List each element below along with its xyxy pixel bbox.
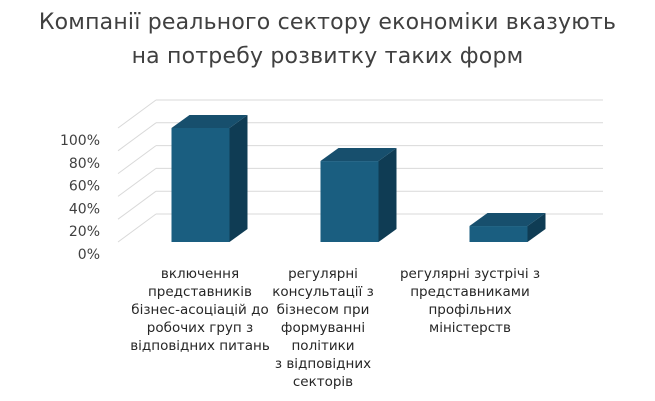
chart-title-line-1: Компанії реального сектору економіки вка… bbox=[38, 10, 617, 35]
x-tick-label-line: профільних bbox=[428, 302, 512, 318]
gridline-side bbox=[117, 145, 157, 175]
x-tick-label: регулярні зустрічі з представниками профіл… bbox=[395, 265, 545, 337]
x-tick-label-line: секторів bbox=[292, 374, 354, 390]
y-tick-label: 100% bbox=[60, 133, 100, 149]
x-tick-label: регулярні консультації з бізнесом при форму… bbox=[248, 265, 398, 391]
bar bbox=[171, 128, 230, 242]
x-tick-label-line: міністерств bbox=[429, 320, 511, 336]
x-tick-label-line: бізнес-асоціацій до bbox=[131, 302, 269, 318]
gridline-side bbox=[117, 190, 157, 220]
y-tick-label: 0% bbox=[78, 247, 100, 263]
bar-top bbox=[171, 115, 248, 128]
x-tick-label-line: представниками bbox=[410, 284, 530, 300]
gridline-side bbox=[117, 122, 157, 152]
bar bbox=[469, 226, 528, 242]
x-tick-label-line: представників bbox=[147, 284, 252, 300]
y-tick-label: 20% bbox=[69, 224, 100, 240]
x-tick-label-line: включення bbox=[160, 266, 240, 282]
x-tick-label-line: з відповідних bbox=[274, 356, 372, 372]
gridline-side bbox=[117, 99, 157, 129]
x-tick-label-line: консультації з bbox=[272, 284, 374, 300]
bar-top bbox=[320, 148, 397, 162]
gridline-side bbox=[117, 213, 157, 243]
bar bbox=[320, 161, 379, 242]
bar-top bbox=[469, 213, 546, 227]
bar-side bbox=[229, 115, 248, 242]
x-tick-label-line: формуванні політики bbox=[280, 320, 366, 354]
x-tick-label-line: регулярні зустрічі з bbox=[399, 266, 541, 282]
y-tick-label: 60% bbox=[69, 179, 100, 195]
gridline-side bbox=[117, 167, 157, 197]
y-tick-label: 80% bbox=[69, 156, 100, 172]
x-tick-label-line: регулярні bbox=[288, 266, 358, 282]
y-tick-label: 40% bbox=[69, 201, 100, 217]
x-tick-label-line: бізнесом при bbox=[276, 302, 370, 318]
chart-title-line-2: на потребу розвитку таких форм bbox=[131, 44, 524, 69]
x-tick-label-line: відповідних питань bbox=[130, 338, 270, 354]
x-tick-label: включення представників бізнес-асоціацій д… bbox=[125, 265, 275, 355]
bar-side bbox=[527, 213, 546, 242]
x-tick-label-line: робочих груп з bbox=[146, 320, 254, 336]
bar-side bbox=[378, 148, 397, 242]
